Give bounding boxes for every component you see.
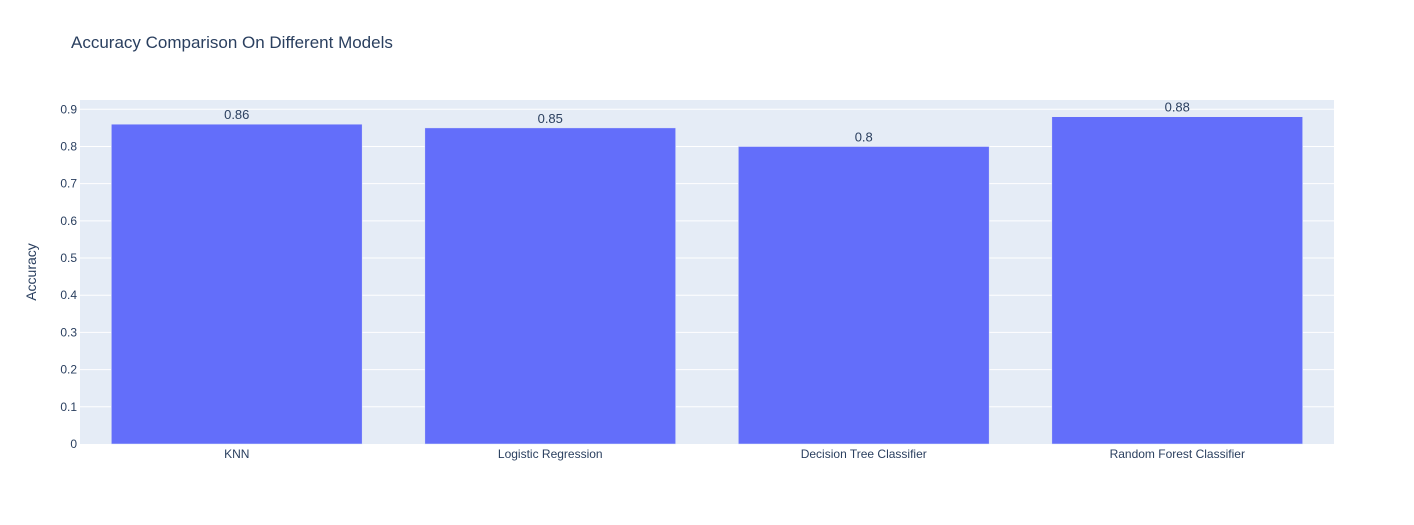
y-tick-label: 0.3 [60,325,77,339]
data-labels: 0.86 0.85 0.8 0.88 [224,100,1190,145]
y-axis-title: Accuracy [23,243,39,301]
bars [111,116,1303,445]
bar-value-label: 0.8 [855,129,873,144]
y-axis-ticks: 0 0.1 0.2 0.3 0.4 0.5 0.6 0.7 0.8 0.9 [60,102,77,451]
y-tick-label: 0.9 [60,102,77,116]
y-tick-label: 0.5 [60,251,77,265]
bar-value-label: 0.88 [1165,100,1190,115]
x-tick-label: KNN [224,447,249,461]
y-tick-label: 0.7 [60,177,77,191]
x-tick-label: Random Forest Classifier [1110,447,1245,461]
x-tick-label: Logistic Regression [498,447,603,461]
y-tick-label: 0.6 [60,214,77,228]
y-tick-label: 0.1 [60,400,77,414]
bar[interactable] [1051,116,1303,445]
bar[interactable] [738,146,990,445]
bar-value-label: 0.86 [224,107,249,122]
y-tick-label: 0.4 [60,288,77,302]
x-tick-label: Decision Tree Classifier [801,447,927,461]
y-tick-label: 0 [70,437,77,451]
y-tick-label: 0.2 [60,363,77,377]
bar-value-label: 0.85 [538,111,563,126]
x-axis-ticks: KNN Logistic Regression Decision Tree Clas… [224,447,1245,461]
chart-title: Accuracy Comparison On Different Models [71,33,393,52]
bar[interactable] [424,127,676,445]
bar[interactable] [111,123,363,445]
y-tick-label: 0.8 [60,139,77,153]
